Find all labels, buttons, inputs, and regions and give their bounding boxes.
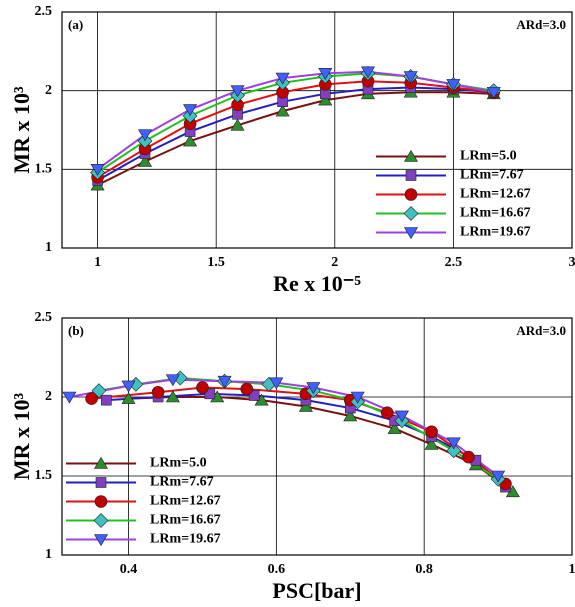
legend-marker xyxy=(403,227,419,240)
legend-label: LRm=12.67 xyxy=(460,187,531,202)
marker xyxy=(248,390,260,401)
legend-marker xyxy=(403,206,419,221)
marker xyxy=(137,154,153,167)
marker xyxy=(424,437,439,450)
marker xyxy=(183,134,198,147)
panel-label: (a) xyxy=(68,17,83,32)
marker xyxy=(204,388,216,400)
y-tick-label: 2 xyxy=(45,83,52,98)
legend-marker xyxy=(404,188,418,201)
legend-label: LRm=7.67 xyxy=(150,475,214,490)
marker xyxy=(394,410,410,423)
series-line xyxy=(96,70,494,171)
annotation: ARd=3.0 xyxy=(516,17,566,32)
series-line xyxy=(97,86,494,182)
y-tick-label: 2.5 xyxy=(35,310,53,325)
y-axis-label: MR x 10³ xyxy=(9,86,34,174)
marker xyxy=(275,104,290,117)
marker xyxy=(343,409,358,422)
legend-marker xyxy=(403,149,419,162)
x-tick-label: 3 xyxy=(569,255,575,270)
marker xyxy=(350,391,365,404)
legend-label: LRm=16.67 xyxy=(460,206,531,221)
x-tick-label: 1.5 xyxy=(207,255,225,270)
marker xyxy=(137,129,153,142)
marker xyxy=(196,381,209,394)
x-axis-label: PSC[bar] xyxy=(272,578,361,603)
marker xyxy=(380,406,394,420)
marker xyxy=(85,392,98,405)
legend-label: LRm=12.67 xyxy=(150,494,221,509)
legend-marker xyxy=(93,456,109,469)
marker xyxy=(217,375,232,388)
marker xyxy=(306,382,321,395)
marker xyxy=(121,380,136,393)
marker xyxy=(446,437,461,450)
marker xyxy=(298,399,313,412)
legend-marker xyxy=(94,495,108,508)
x-tick-label: 2 xyxy=(331,255,338,270)
marker xyxy=(240,382,254,396)
marker xyxy=(62,391,77,404)
marker xyxy=(486,86,501,99)
panel-label: (b) xyxy=(68,323,84,338)
series-line xyxy=(97,91,494,186)
marker xyxy=(101,394,112,406)
x-tick-label: 1 xyxy=(94,255,101,270)
marker xyxy=(183,104,198,117)
y-tick-label: 1.5 xyxy=(35,162,53,177)
x-tick-label: 2.5 xyxy=(445,255,463,270)
series-line xyxy=(97,80,494,179)
x-tick-label: 1 xyxy=(569,562,575,577)
legend-marker xyxy=(405,170,417,181)
legend-label: LRm=7.67 xyxy=(460,168,524,183)
legend-label: LRm=19.67 xyxy=(150,532,221,547)
marker xyxy=(360,66,376,79)
marker xyxy=(387,422,402,434)
marker xyxy=(425,425,438,439)
plot-area xyxy=(62,318,572,555)
y-axis-label: MR x 10³ xyxy=(9,392,34,480)
y-tick-label: 2.5 xyxy=(35,4,53,19)
marker xyxy=(446,79,461,91)
annotation: ARd=3.0 xyxy=(516,323,566,338)
y-tick-label: 2 xyxy=(45,389,52,404)
y-tick-label: 1.5 xyxy=(35,468,53,483)
legend-label: LRm=16.67 xyxy=(150,513,221,528)
marker xyxy=(403,71,418,84)
legend-label: LRm=19.67 xyxy=(460,225,531,240)
x-tick-label: 0.4 xyxy=(120,562,138,577)
marker xyxy=(230,85,245,98)
legend-marker xyxy=(93,513,109,528)
x-axis-label: Re x 10⁻⁵ xyxy=(273,271,361,296)
x-tick-label: 0.8 xyxy=(415,562,433,577)
marker xyxy=(318,68,333,80)
plot-frame xyxy=(61,317,573,556)
marker xyxy=(230,118,245,131)
y-tick-label: 1 xyxy=(45,547,52,562)
marker xyxy=(462,450,475,464)
marker xyxy=(151,385,165,399)
series-line xyxy=(91,386,507,485)
marker xyxy=(491,470,506,483)
marker xyxy=(90,164,105,176)
marker xyxy=(269,377,284,390)
marker xyxy=(446,443,462,459)
marker xyxy=(121,391,136,404)
legend-marker xyxy=(93,534,109,547)
marker xyxy=(165,390,180,403)
marker xyxy=(91,383,107,399)
legend-marker xyxy=(95,477,107,488)
marker xyxy=(318,93,333,106)
legend-label: LRm=5.0 xyxy=(460,149,517,164)
marker xyxy=(165,374,180,387)
legend-label: LRm=5.0 xyxy=(150,456,207,471)
plot-frame xyxy=(61,11,573,249)
marker xyxy=(275,72,290,85)
x-tick-label: 0.6 xyxy=(268,562,286,577)
y-tick-label: 1 xyxy=(45,240,52,255)
